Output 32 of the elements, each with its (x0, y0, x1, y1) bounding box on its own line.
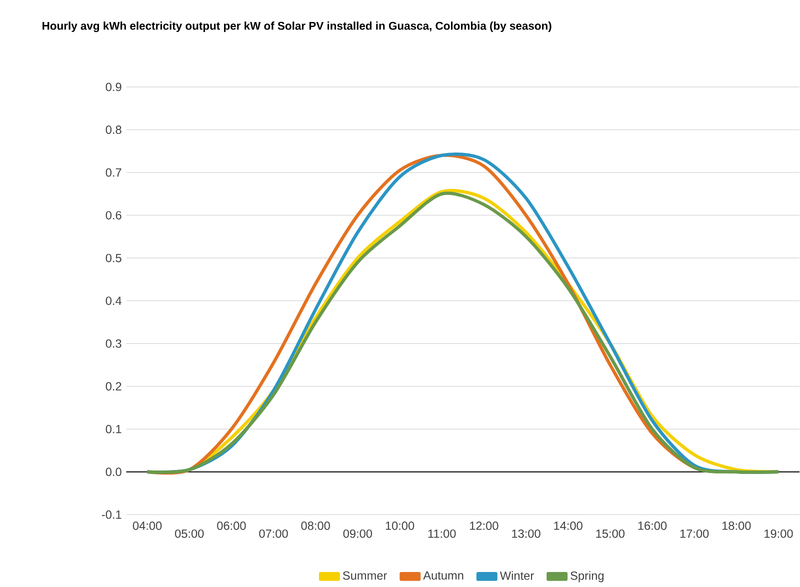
x-tick-label: 19:00 (764, 530, 793, 538)
legend-label: Autumn (423, 572, 464, 580)
chart-title: Hourly avg kWh electricity output per kW of Solar PV installed in Guasca, Colombia (by season) (42, 22, 552, 32)
y-tick-label: 0.8 (106, 126, 122, 134)
x-tick-label: 10:00 (386, 522, 414, 530)
legend-label: Spring (570, 571, 604, 582)
x-tick-label: 14:00 (554, 522, 582, 530)
y-tick-label: 0.9 (106, 82, 122, 92)
legend-label: Summer (342, 572, 387, 580)
x-tick-label: 16:00 (638, 522, 667, 530)
y-tick-label: 0.2 (106, 382, 122, 391)
y-tick-label: 0.5 (106, 254, 122, 262)
y-tick-label: 0.6 (106, 211, 122, 220)
y-tick-label: 0.3 (106, 340, 122, 348)
x-tick-label: 04:00 (132, 522, 162, 530)
x-tick-label: 06:00 (217, 522, 246, 530)
x-tick-label: 07:00 (259, 530, 288, 538)
y-tick-label: 0.4 (106, 296, 122, 306)
x-tick-label: 13:00 (512, 530, 540, 538)
legend-label: Winter (500, 571, 534, 580)
x-tick-label: 18:00 (722, 522, 751, 530)
x-tick-label: 15:00 (596, 530, 625, 538)
x-tick-label: 11:00 (428, 530, 456, 538)
x-tick-label: 17:00 (680, 530, 709, 538)
x-tick-label: 12:00 (470, 522, 498, 530)
x-tick-label: 08:00 (301, 522, 330, 530)
x-tick-label: 05:00 (175, 530, 204, 538)
y-tick-label: -0.1 (102, 510, 122, 519)
y-tick-label: 0.0 (106, 468, 122, 476)
y-tick-label: 0.7 (106, 168, 122, 177)
x-tick-label: 09:00 (343, 530, 372, 538)
y-tick-label: 0.1 (106, 425, 122, 434)
